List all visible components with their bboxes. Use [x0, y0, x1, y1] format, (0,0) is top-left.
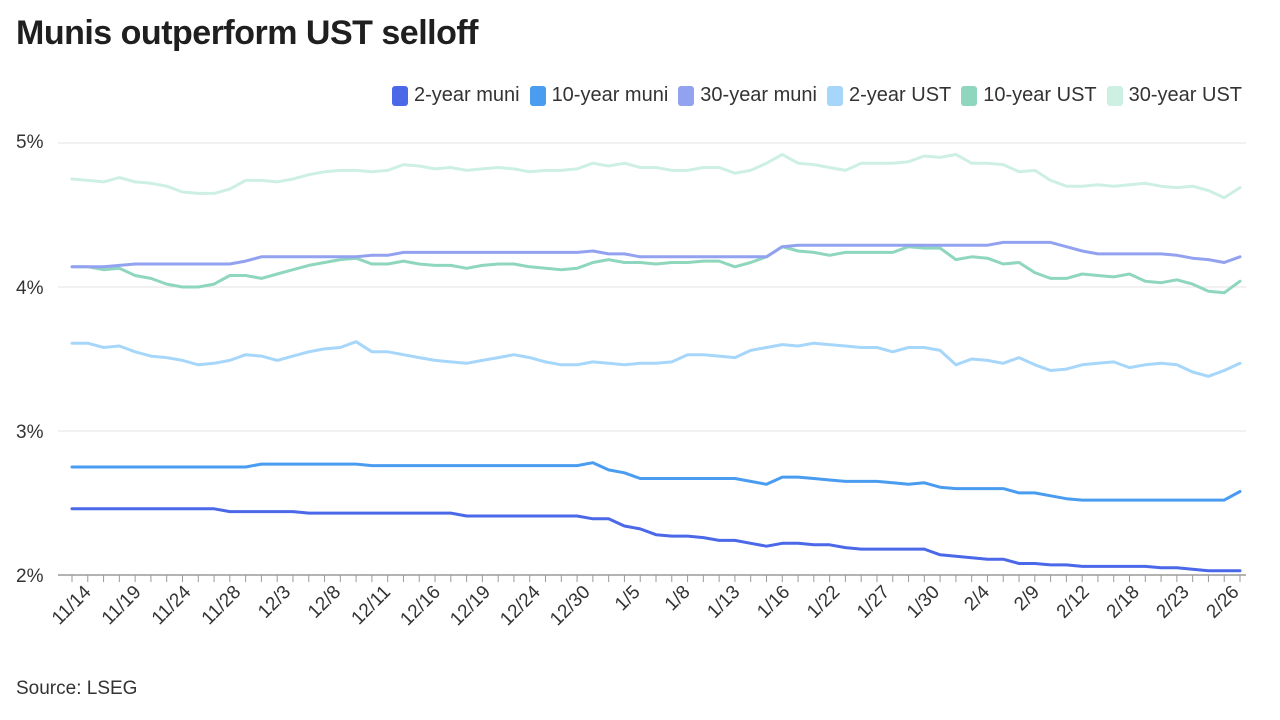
- line-chart: 2%3%4%5% 11/14 11/19 11/24 11/28 12/3 12/8 12/…: [16, 132, 1246, 630]
- x-tick-label: 2/18: [1103, 582, 1144, 623]
- series-line-10-year-muni: [70, 461, 1242, 502]
- x-tick-label: 1/16: [753, 582, 794, 623]
- series-line-30-year-muni: [70, 240, 1242, 269]
- x-tick-label: 1/22: [803, 582, 844, 623]
- x-tick-label: 12/19: [446, 582, 494, 630]
- x-axis-ticks: 11/14 11/19 11/24 11/28 12/3 12/8 12/11 12/16 12…: [48, 581, 1243, 630]
- legend-item: 30-year muni: [678, 84, 817, 107]
- y-tick-label: 5%: [16, 132, 44, 153]
- chart-title: Munis outperform UST selloff: [16, 14, 479, 52]
- series-line-2-year-ust: [70, 340, 1242, 378]
- legend-swatch: [529, 85, 546, 106]
- legend-item: 10-year muni: [529, 84, 669, 107]
- x-tick-label: 12/24: [496, 581, 545, 630]
- x-tick-label: 12/16: [396, 582, 444, 630]
- x-tick-label: 12/3: [254, 582, 295, 623]
- x-tick-label: 2/23: [1153, 582, 1194, 623]
- series-line-2-year-muni: [70, 507, 1242, 573]
- legend-item: 2-year muni: [391, 84, 520, 107]
- legend-item: 30-year UST: [1106, 84, 1242, 107]
- x-tick-label: 2/26: [1203, 582, 1244, 623]
- y-axis-ticks: 2% 3% 4% 5%: [16, 132, 44, 587]
- x-tick-label: 12/11: [348, 582, 395, 629]
- x-tick-label: 12/8: [304, 582, 345, 623]
- y-tick-label: 4%: [16, 278, 44, 299]
- chart-legend: 2-year muni 10-year muni 30-year muni 2-yea…: [391, 84, 1242, 107]
- series-lines: [70, 153, 1242, 573]
- x-tick-label: 11/28: [198, 582, 245, 629]
- legend-item: 2-year UST: [827, 84, 951, 107]
- legend-label: 10-year UST: [983, 84, 1097, 106]
- x-tick-label: 11/14: [48, 581, 96, 629]
- legend-swatch: [961, 85, 978, 106]
- source-note: Source: LSEG: [16, 678, 138, 699]
- legend-swatch: [391, 85, 408, 106]
- legend-label: 2-year UST: [849, 84, 952, 106]
- grid-lines: [58, 142, 1246, 582]
- x-tick-label: 11/19: [98, 582, 145, 629]
- legend-label: 2-year muni: [413, 84, 520, 106]
- x-tick-label: 1/5: [611, 582, 645, 616]
- x-tick-label: 1/30: [903, 582, 944, 623]
- legend-label: 30-year muni: [700, 84, 817, 106]
- series-line-10-year-ust: [70, 245, 1242, 295]
- series-line-30-year-ust: [70, 153, 1242, 200]
- x-tick-label: 1/27: [853, 582, 894, 623]
- x-tick-label: 2/12: [1053, 582, 1094, 623]
- legend-item: 10-year UST: [961, 84, 1097, 107]
- y-tick-label: 3%: [16, 422, 44, 443]
- x-tick-label: 2/9: [1010, 582, 1044, 616]
- legend-swatch: [1106, 85, 1123, 106]
- x-tick-label: 2/4: [960, 581, 994, 615]
- x-tick-label: 1/13: [703, 582, 744, 623]
- legend-swatch: [827, 85, 843, 106]
- x-tick-label: 1/8: [661, 582, 695, 616]
- legend-swatch: [678, 85, 695, 106]
- x-tick-label: 11/24: [148, 581, 196, 629]
- x-tick-label: 12/30: [546, 582, 594, 630]
- legend-label: 30-year UST: [1128, 84, 1242, 106]
- y-tick-label: 2%: [16, 566, 44, 587]
- legend-label: 10-year muni: [551, 84, 669, 106]
